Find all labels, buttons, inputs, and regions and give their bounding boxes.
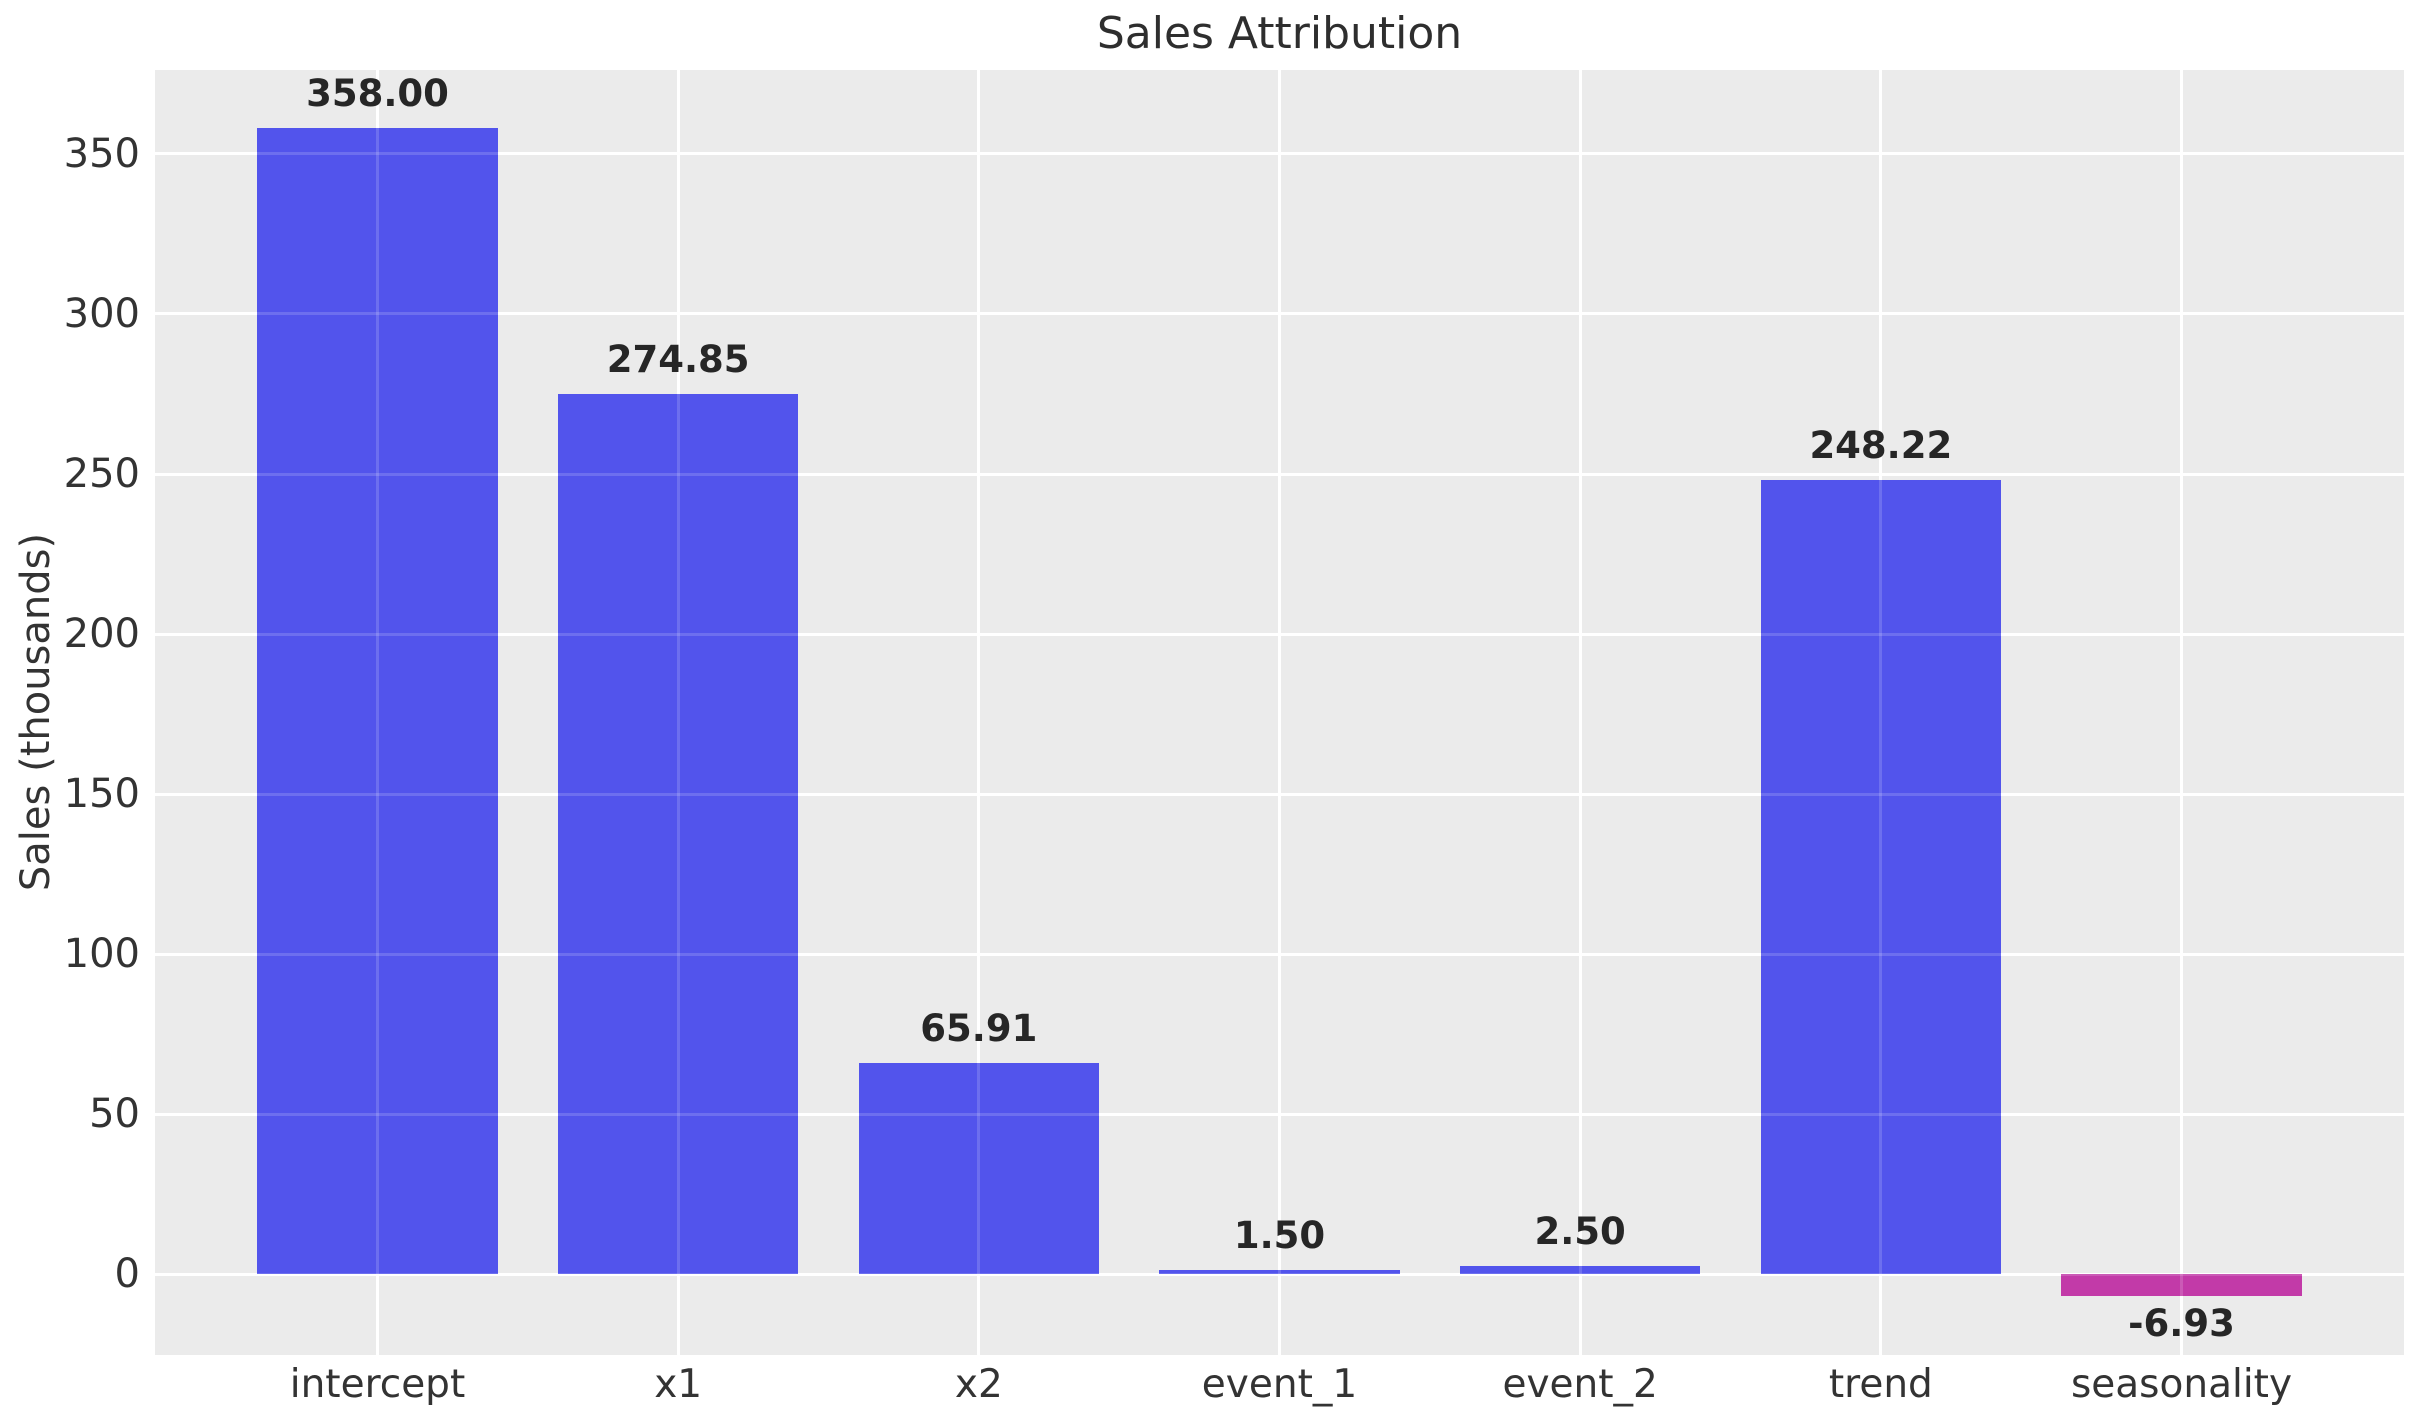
y-tick-label-300: 300 [63,290,140,337]
bar-value-label-x2: 65.91 [920,1007,1038,1051]
bar-value-label-seasonality: -6.93 [2128,1301,2235,1345]
y-gridline [155,632,2404,636]
y-gridline [155,312,2404,316]
x-gridline [1879,70,1883,1355]
x-gridline [2180,70,2183,1355]
x-gridline [1578,70,1582,1355]
x-gridline [977,70,981,1355]
bar-value-label-trend: 248.22 [1809,423,1953,467]
y-tick-label-350: 350 [63,130,140,177]
y-gridline [155,1272,2404,1276]
x-gridline [2180,70,2183,1355]
x-gridline [1278,70,1281,1355]
x-gridline [1578,70,1582,1355]
bar-value-label-intercept: 358.00 [306,72,449,116]
y-tick-label-50: 50 [89,1091,140,1138]
x-tick-label-intercept: intercept [289,1362,466,1407]
x-gridline [375,70,379,1355]
bar-x1 [557,394,799,1275]
y-tick-label-250: 250 [63,451,140,497]
y-gridline [155,792,2404,796]
y-gridline [155,472,2404,476]
x-tick-label-x2: x2 [954,1362,1003,1407]
bar-trend [1760,479,2002,1275]
bar-intercept [257,128,498,1275]
x-gridline [977,70,981,1355]
y-tick-label-100: 100 [63,931,140,978]
bar-value-label-event_2: 2.50 [1534,1210,1626,1254]
y-gridline [155,152,2404,156]
chart-title: Sales Attribution [1096,8,1463,59]
x-gridline [676,70,680,1355]
bar-value-label-event_1: 1.50 [1233,1213,1326,1257]
y-axis-label: Sales (thousands) [13,532,59,892]
x-tick-label-trend: trend [1828,1362,1933,1407]
y-tick-label-0: 0 [114,1251,140,1298]
x-tick-label-x1: x1 [654,1362,703,1407]
y-gridline [155,1112,2404,1116]
y-gridline [155,952,2404,956]
x-tick-label-event_1: event_1 [1201,1362,1358,1407]
plot-area: 358.00 274.85 65.91 1.50 2.50 248.22 -6.93 [155,70,2404,1355]
y-tick-label-150: 150 [63,771,140,818]
bar-event_1 [1159,1269,1400,1275]
y-tick-label-200: 200 [63,611,140,658]
bar-x2 [858,1063,1100,1275]
bar-seasonality [2061,1274,2302,1297]
x-tick-label-seasonality: seasonality [2070,1362,2293,1407]
bar-value-label-x1: 274.85 [606,338,750,382]
x-tick-label-event_2: event_2 [1502,1362,1658,1407]
x-gridline [1278,70,1281,1355]
bar-event_2 [1459,1266,1701,1275]
